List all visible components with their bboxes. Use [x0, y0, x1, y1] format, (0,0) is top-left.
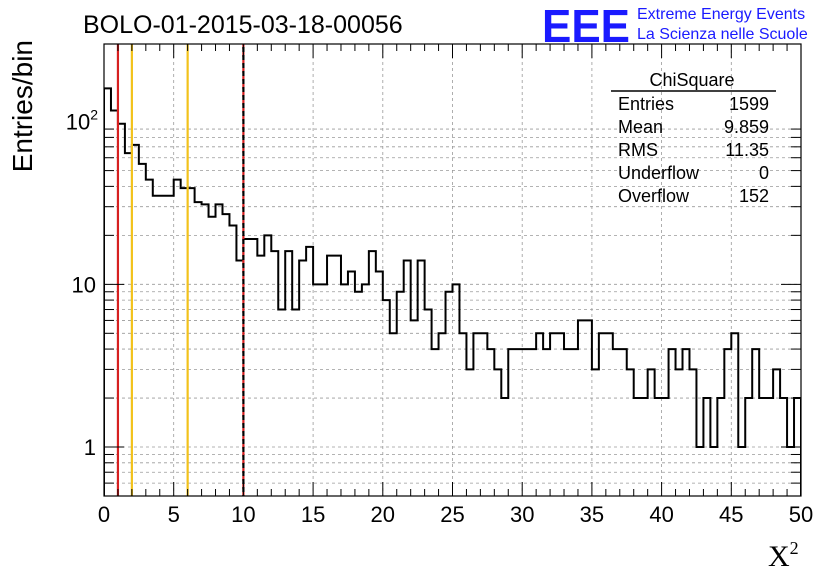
eee-logo: EEE Extreme Energy Events La Scienza nel… — [542, 0, 808, 52]
x-tick-label: 0 — [98, 502, 110, 527]
stats-row-label: Underflow — [618, 163, 700, 183]
x-axis-label-base: X — [768, 540, 790, 572]
y-tick-label-base: 1 — [84, 435, 96, 460]
x-axis-label-sup: 2 — [790, 538, 799, 558]
stats-row-value: 0 — [759, 163, 769, 183]
histogram-line — [104, 87, 801, 496]
stats-row-label: Entries — [618, 94, 674, 114]
eee-logo-line2: La Scienza nelle Scuole — [637, 26, 808, 43]
x-tick-label: 20 — [371, 502, 395, 527]
y-tick-label-sup: 2 — [90, 107, 98, 123]
y-tick-label: 10 — [72, 272, 96, 297]
stats-row-value: 152 — [739, 186, 769, 206]
x-tick-label: 40 — [649, 502, 673, 527]
axis-ticks — [103, 44, 802, 496]
eee-logo-line1: Extreme Energy Events — [637, 6, 805, 23]
x-tick-label: 30 — [510, 502, 534, 527]
x-tick-labels: 0 5 10 15 20 25 30 35 40 45 50 — [98, 502, 813, 527]
stats-row-label: RMS — [618, 140, 658, 160]
stats-row-value: 1599 — [729, 94, 769, 114]
x-tick-label: 25 — [440, 502, 464, 527]
y-tick-label: 1 — [84, 435, 96, 460]
threshold-lines — [116, 44, 245, 496]
y-axis-label: Entries/bin — [7, 40, 38, 172]
chart-title: BOLO-01-2015-03-18-00056 — [83, 11, 403, 39]
stats-row-label: Mean — [618, 117, 663, 137]
y-tick-label-base: 10 — [66, 110, 90, 135]
x-tick-label: 45 — [719, 502, 743, 527]
grid-lines — [104, 44, 801, 496]
stats-box: ChiSquare Entries 1599 Mean 9.859 RMS 11.35 Un… — [611, 70, 776, 206]
y-tick-label: 102 — [66, 107, 98, 135]
x-tick-label: 35 — [580, 502, 604, 527]
x-tick-label: 5 — [168, 502, 180, 527]
y-tick-label-base: 10 — [72, 272, 96, 297]
stats-title: ChiSquare — [649, 70, 734, 90]
eee-logo-mark: EEE — [542, 0, 630, 52]
x-tick-label: 50 — [789, 502, 813, 527]
stats-row-label: Overflow — [618, 186, 690, 206]
x-tick-label: 15 — [301, 502, 325, 527]
x-axis-label: X2 — [768, 538, 799, 572]
stats-row-value: 9.859 — [724, 117, 769, 137]
stats-row-value: 11.35 — [725, 140, 769, 160]
x-tick-label: 10 — [231, 502, 255, 527]
